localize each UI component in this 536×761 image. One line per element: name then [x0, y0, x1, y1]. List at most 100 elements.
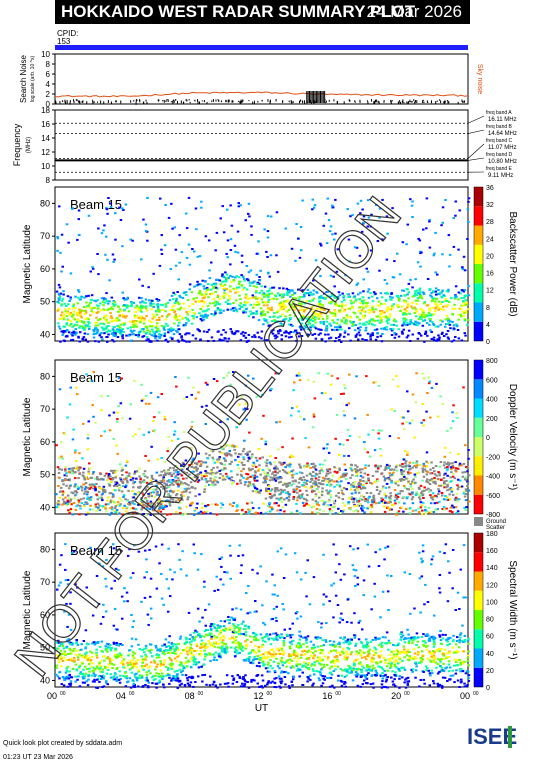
scatter-cell [184, 324, 187, 327]
scatter-cell [355, 486, 359, 489]
scatter-cell [171, 500, 174, 503]
scatter-cell [103, 318, 107, 321]
scatter-cell [247, 212, 250, 215]
scatter-cell [111, 328, 115, 331]
search-noise-mark [107, 100, 109, 104]
scatter-cell [391, 306, 394, 309]
scatter-cell [166, 472, 170, 475]
scatter-cell [465, 490, 468, 492]
scatter-cell [434, 271, 437, 274]
scatter-cell [385, 215, 389, 218]
scatter-cell [220, 502, 223, 505]
scatter-cell [459, 479, 462, 482]
scatter-cell [166, 513, 169, 516]
scatter-cell [215, 380, 219, 383]
scatter-cell [406, 477, 410, 480]
scatter-cell [409, 340, 412, 342]
scatter-cell [106, 258, 109, 261]
scatter-cell [155, 325, 158, 327]
scatter-cell [433, 502, 437, 505]
scatter-cell [443, 335, 446, 337]
scatter-cell [324, 333, 327, 336]
scatter-cell [390, 480, 393, 483]
scatter-cell [223, 463, 226, 466]
scatter-cell [175, 300, 178, 303]
scatter-cell [356, 282, 360, 285]
scatter-cell [345, 478, 348, 480]
scatter-cell [177, 485, 180, 488]
scatter-cell [134, 323, 138, 326]
scatter-cell [422, 419, 426, 422]
scatter-cell [315, 312, 318, 315]
scatter-cell [178, 314, 182, 317]
scatter-cell [254, 511, 258, 514]
scatter-cell [65, 484, 68, 487]
scatter-cell [314, 464, 317, 467]
scatter-cell [242, 456, 245, 459]
scatter-cell [442, 477, 446, 479]
scatter-cell [300, 472, 304, 475]
scatter-cell [422, 310, 425, 313]
scatter-cell [174, 464, 177, 467]
scatter-cell [111, 493, 115, 496]
scatter-cell [325, 595, 328, 598]
scatter-cell [77, 289, 80, 292]
scatter-cell [102, 490, 105, 493]
scatter-cell [323, 459, 327, 462]
scatter-cell [280, 334, 283, 337]
scatter-cell [364, 329, 368, 332]
search-noise-mark [78, 100, 80, 103]
scatter-cell [432, 336, 436, 339]
scatter-cell [300, 322, 304, 325]
scatter-cell [72, 428, 75, 431]
scatter-cell [251, 490, 255, 493]
scatter-cell [278, 294, 282, 297]
scatter-cell [331, 319, 334, 322]
scatter-cell [329, 302, 333, 305]
scatter-cell [150, 495, 153, 497]
scatter-cell [69, 386, 72, 389]
scatter-cell [357, 309, 361, 312]
search-noise-mark [324, 101, 326, 104]
scatter-cell [207, 296, 210, 299]
scatter-cell [326, 197, 329, 200]
search-noise-mark [145, 99, 147, 102]
scatter-cell [183, 339, 186, 342]
scatter-cell [317, 317, 320, 320]
scatter-cell [182, 316, 185, 319]
scatter-cell [280, 633, 283, 636]
scatter-cell [428, 219, 431, 221]
scatter-cell [154, 337, 157, 340]
scatter-cell [345, 314, 349, 317]
search-noise-mark [446, 100, 448, 102]
scatter-cell [244, 481, 247, 484]
scatter-cell [150, 308, 153, 311]
scatter-cell [259, 489, 262, 492]
scatter-cell [61, 493, 64, 496]
scatter-cell [375, 465, 379, 468]
search-noise-mark [225, 100, 227, 103]
colorbar-swatch [474, 187, 483, 207]
scatter-cell [152, 508, 155, 511]
colorbar-tick-label: 8 [486, 305, 490, 312]
scatter-cell [454, 214, 457, 217]
scatter-cell [434, 302, 437, 305]
scatter-cell [185, 487, 189, 490]
scatter-cell [337, 304, 341, 307]
scatter-cell [313, 480, 316, 483]
scatter-cell [422, 462, 425, 465]
scatter-cell [169, 309, 173, 312]
scatter-cell [149, 505, 153, 508]
scatter-cell [216, 308, 220, 311]
scatter-cell [444, 472, 447, 475]
scatter-cell [376, 479, 380, 482]
scatter-cell [353, 468, 357, 471]
scatter-cell [104, 665, 107, 668]
scatter-cell [105, 336, 108, 339]
scatter-cell [62, 290, 65, 293]
scatter-cell [86, 333, 90, 336]
scatter-cell [245, 265, 248, 267]
freq-ytick-label: 18 [41, 106, 50, 115]
scatter-cell [423, 316, 427, 319]
scatter-cell [238, 307, 241, 310]
